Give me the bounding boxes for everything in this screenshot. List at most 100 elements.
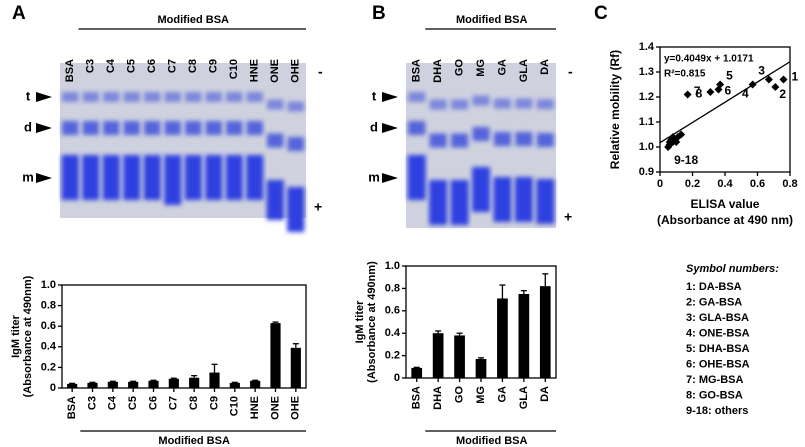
gel-band bbox=[62, 92, 79, 102]
point bbox=[706, 88, 715, 96]
gel-band bbox=[205, 155, 223, 200]
x-tick-label: HNE bbox=[249, 396, 261, 419]
y-tick-label: 0 bbox=[394, 372, 400, 384]
y-axis-label: (Absorbance at 490nm) bbox=[22, 275, 34, 397]
bar bbox=[432, 333, 444, 378]
gel-band bbox=[429, 99, 447, 110]
legend-item: 9-18: others bbox=[686, 405, 748, 417]
x-tick-label: C10 bbox=[229, 396, 241, 416]
gel-band bbox=[226, 121, 243, 135]
group-label: Modified BSA bbox=[158, 14, 230, 26]
gel-band bbox=[123, 121, 140, 135]
y-tick-label: 1.4 bbox=[639, 41, 655, 53]
y-tick-label: 0.4 bbox=[385, 327, 401, 339]
point-label: 6 bbox=[725, 84, 732, 98]
gel-band bbox=[536, 179, 555, 224]
x-tick-label: C9 bbox=[208, 396, 220, 410]
group-label: Modified BSA bbox=[456, 14, 528, 26]
x-axis-label: ELISA value bbox=[691, 197, 760, 211]
band-label: d bbox=[370, 119, 378, 134]
x-tick-label: 0 bbox=[657, 178, 663, 190]
band-label: d bbox=[24, 119, 32, 134]
gel-band bbox=[450, 180, 469, 225]
gel-band bbox=[103, 92, 120, 102]
legend-item: 3: GLA-BSA bbox=[686, 312, 749, 324]
gel-band bbox=[287, 137, 304, 151]
y-tick-label: 1.1 bbox=[639, 116, 654, 128]
y-tick-label: 0.2 bbox=[385, 350, 400, 362]
gel-band bbox=[164, 121, 181, 135]
polarity: + bbox=[314, 199, 322, 215]
bar bbox=[168, 378, 179, 388]
gel-band bbox=[536, 133, 554, 147]
lane-label: DA bbox=[539, 59, 551, 75]
gel-band bbox=[472, 167, 490, 212]
bar bbox=[189, 377, 200, 388]
y-tick-label: 0.8 bbox=[385, 282, 400, 294]
gel-band bbox=[102, 155, 120, 200]
lane-label: ONE bbox=[269, 59, 281, 83]
y-tick-label: 1.3 bbox=[639, 66, 654, 78]
gel-band bbox=[103, 121, 120, 135]
bar bbox=[250, 380, 261, 388]
band-arrow bbox=[36, 173, 52, 183]
bar bbox=[290, 347, 301, 388]
gel-band bbox=[246, 155, 264, 200]
fit-line bbox=[659, 61, 791, 144]
bar bbox=[229, 382, 240, 388]
gel-band bbox=[287, 187, 305, 232]
point bbox=[677, 130, 686, 139]
band-arrow bbox=[36, 92, 52, 102]
x-tick-label: GA bbox=[496, 386, 508, 403]
gel-band bbox=[164, 155, 182, 205]
gel-band bbox=[164, 92, 181, 102]
gel-band bbox=[82, 92, 99, 102]
gel-band bbox=[143, 155, 161, 200]
band-arrow bbox=[382, 173, 398, 183]
point-label: 2 bbox=[779, 87, 786, 101]
x-tick-label: 0.2 bbox=[685, 178, 700, 190]
gel-band bbox=[82, 121, 99, 135]
x-tick-label: C3 bbox=[86, 396, 98, 410]
point bbox=[779, 75, 788, 84]
point-label: 9-18 bbox=[674, 153, 698, 167]
gel-band bbox=[144, 92, 161, 102]
lane-label: GA bbox=[496, 59, 508, 76]
gel-image bbox=[60, 63, 306, 218]
x-tick-label: C6 bbox=[147, 396, 159, 410]
gel-band bbox=[205, 121, 222, 135]
legend-item: 6: OHE-BSA bbox=[686, 358, 750, 370]
legend-item: 8: GO-BSA bbox=[686, 389, 743, 401]
gel-band bbox=[287, 101, 304, 112]
lane-label: C3 bbox=[85, 59, 97, 73]
gel-band bbox=[226, 92, 243, 102]
group-label: Modified BSA bbox=[158, 435, 230, 447]
bar bbox=[270, 323, 281, 388]
legend-title: Symbol numbers: bbox=[686, 263, 779, 275]
y-tick-label: 0.9 bbox=[639, 166, 654, 178]
x-tick-label: C8 bbox=[188, 396, 200, 410]
lane-label: HNE bbox=[249, 59, 261, 82]
y-tick-label: 0.6 bbox=[41, 320, 56, 332]
y-axis-label: Relative mobility (Rf) bbox=[608, 50, 622, 169]
gel-band bbox=[451, 99, 469, 110]
point bbox=[714, 85, 723, 94]
gel-band bbox=[429, 133, 447, 148]
bar bbox=[209, 372, 220, 388]
gel-band bbox=[514, 177, 533, 222]
gel-band bbox=[205, 92, 222, 102]
lane-label: DHA bbox=[432, 59, 444, 83]
legend-item: 4: ONE-BSA bbox=[686, 327, 750, 339]
polarity: - bbox=[318, 64, 323, 80]
lane-label: C10 bbox=[228, 59, 240, 79]
y-tick-label: 0.2 bbox=[41, 361, 56, 373]
band-label: m bbox=[368, 169, 380, 184]
lane-label: MG bbox=[475, 59, 487, 77]
bar bbox=[411, 367, 423, 378]
panel-label: C bbox=[594, 3, 608, 24]
point-label: 3 bbox=[758, 64, 765, 78]
gel-band bbox=[185, 92, 202, 102]
bar bbox=[475, 358, 487, 378]
band-label: m bbox=[22, 169, 34, 184]
